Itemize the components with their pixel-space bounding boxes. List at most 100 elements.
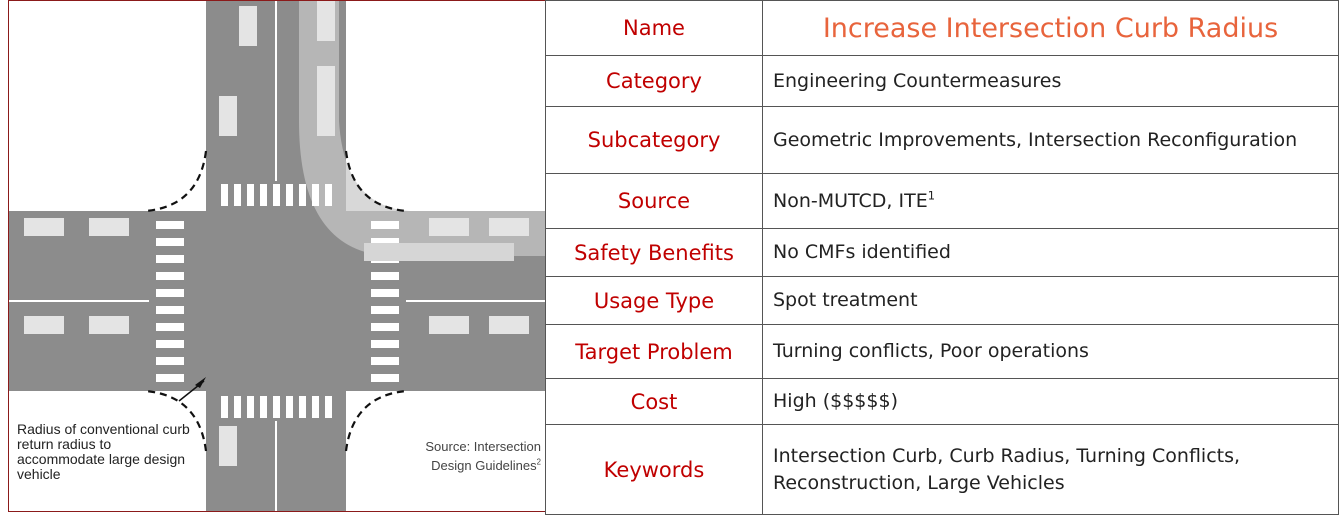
row-label: Source bbox=[545, 173, 763, 229]
marking bbox=[156, 323, 184, 331]
marking bbox=[371, 221, 399, 229]
car bbox=[429, 218, 469, 236]
car bbox=[429, 316, 469, 334]
marking bbox=[273, 396, 280, 418]
row-value: Turning conflicts, Poor operations bbox=[762, 324, 1339, 379]
marking bbox=[371, 272, 399, 280]
marking bbox=[156, 255, 184, 263]
marking bbox=[275, 1, 277, 181]
marking bbox=[371, 289, 399, 297]
marking bbox=[234, 184, 241, 206]
marking bbox=[156, 374, 184, 382]
marking bbox=[312, 396, 319, 418]
value-text: Engineering Countermeasures bbox=[773, 69, 1062, 92]
car bbox=[317, 96, 335, 136]
value-text: Non-MUTCD, ITE bbox=[773, 189, 928, 212]
car bbox=[317, 1, 335, 41]
footnote: 1 bbox=[927, 188, 935, 203]
marking bbox=[273, 184, 280, 206]
intersection-diagram bbox=[9, 1, 545, 511]
arrow-head bbox=[195, 377, 206, 388]
row-label: Cost bbox=[545, 378, 763, 425]
car bbox=[219, 96, 237, 136]
value-text: Geometric Improvements, Intersection Rec… bbox=[773, 128, 1298, 151]
marking bbox=[9, 300, 149, 302]
marking bbox=[325, 396, 332, 418]
table-row: Usage Type Spot treatment bbox=[545, 276, 1339, 325]
table-row: Target Problem Turning conflicts, Poor op… bbox=[545, 324, 1339, 379]
table-row: Keywords Intersection Curb, Curb Radius, … bbox=[545, 424, 1339, 515]
marking bbox=[260, 184, 267, 206]
value-text: No CMFs identified bbox=[773, 241, 951, 263]
car bbox=[24, 316, 64, 334]
marking bbox=[371, 374, 399, 382]
marking bbox=[156, 340, 184, 348]
value-text: Intersection Curb, Curb Radius, Turning … bbox=[773, 444, 1241, 494]
value-text: High ($$$$$) bbox=[773, 390, 898, 412]
row-label: Safety Benefits bbox=[545, 228, 763, 277]
marking bbox=[156, 272, 184, 280]
car bbox=[239, 6, 257, 46]
footnote: 2 bbox=[536, 457, 541, 467]
marking bbox=[299, 184, 306, 206]
marking bbox=[247, 396, 254, 418]
table-row: Name Increase Intersection Curb Radius bbox=[545, 0, 1339, 56]
row-value: No CMFs identified bbox=[762, 228, 1339, 277]
image-source: Source: Intersection Design Guidelines2 bbox=[391, 437, 541, 475]
value-text: Spot treatment bbox=[773, 289, 918, 311]
value-text: Turning conflicts, Poor operations bbox=[773, 340, 1089, 362]
row-label: Category bbox=[545, 55, 763, 107]
row-label: Subcategory bbox=[545, 106, 763, 174]
row-value: Geometric Improvements, Intersection Rec… bbox=[762, 106, 1339, 174]
truck bbox=[364, 243, 514, 261]
value-text: Increase Intersection Curb Radius bbox=[822, 12, 1279, 44]
marking bbox=[275, 421, 277, 511]
marking bbox=[260, 396, 267, 418]
marking bbox=[371, 238, 399, 246]
marking bbox=[156, 306, 184, 314]
source-text: Source: Intersection Design Guidelines bbox=[425, 439, 541, 473]
marking bbox=[371, 306, 399, 314]
car bbox=[89, 218, 129, 236]
row-value: Non-MUTCD, ITE1 bbox=[762, 173, 1339, 229]
marking bbox=[371, 340, 399, 348]
marking bbox=[299, 396, 306, 418]
car bbox=[489, 218, 529, 236]
marking bbox=[156, 238, 184, 246]
road-markings bbox=[9, 1, 545, 511]
marking bbox=[406, 300, 545, 302]
marking bbox=[312, 184, 319, 206]
annotation: Radius of conventional curb return radiu… bbox=[17, 421, 190, 482]
marking bbox=[371, 323, 399, 331]
turn-swath bbox=[299, 1, 545, 256]
car bbox=[89, 316, 129, 334]
table-row: Safety Benefits No CMFs identified bbox=[545, 228, 1339, 277]
table-row: Cost High ($$$$$) bbox=[545, 378, 1339, 425]
row-value: Increase Intersection Curb Radius bbox=[762, 0, 1339, 56]
row-value: Engineering Countermeasures bbox=[762, 55, 1339, 107]
marking bbox=[156, 357, 184, 365]
table-row: Subcategory Geometric Improvements, Inter… bbox=[545, 106, 1339, 174]
marking bbox=[247, 184, 254, 206]
marking bbox=[325, 184, 332, 206]
marking bbox=[286, 184, 293, 206]
table-row: Category Engineering Countermeasures bbox=[545, 55, 1339, 107]
row-value: Spot treatment bbox=[762, 276, 1339, 325]
row-label: Keywords bbox=[545, 424, 763, 515]
row-label: Target Problem bbox=[545, 324, 763, 379]
car bbox=[489, 316, 529, 334]
marking bbox=[286, 396, 293, 418]
row-value: High ($$$$$) bbox=[762, 378, 1339, 425]
illustration-panel: Radius of conventional curb return radiu… bbox=[8, 0, 545, 512]
marking bbox=[234, 396, 241, 418]
row-label: Usage Type bbox=[545, 276, 763, 325]
row-label: Name bbox=[545, 0, 763, 56]
row-value: Intersection Curb, Curb Radius, Turning … bbox=[762, 424, 1339, 515]
marking bbox=[156, 289, 184, 297]
car bbox=[24, 218, 64, 236]
marking bbox=[221, 184, 228, 206]
table-row: Source Non-MUTCD, ITE1 bbox=[545, 173, 1339, 229]
marking bbox=[221, 396, 228, 418]
attribute-table: Name Increase Intersection Curb Radius Cat… bbox=[545, 0, 1339, 515]
